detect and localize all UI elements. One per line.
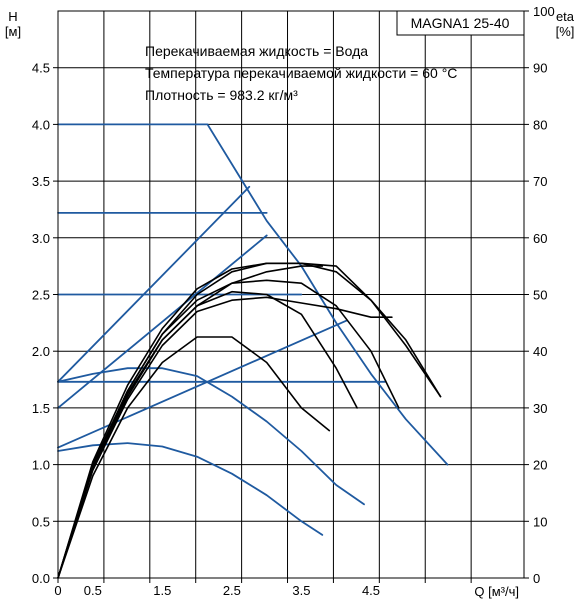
right-axis-label: eta xyxy=(556,9,575,24)
left-tick-label: 4.5 xyxy=(32,61,50,76)
x-axis-label: Q [м³/ч] xyxy=(474,584,519,599)
right-tick-label: 40 xyxy=(533,344,547,359)
x-tick-label: 3.5 xyxy=(292,583,310,598)
left-tick-label: 1.0 xyxy=(32,458,50,473)
right-tick-label: 10 xyxy=(533,514,547,529)
right-tick-label: 50 xyxy=(533,288,547,303)
prop-pressure-line-5 xyxy=(57,234,268,409)
title-box xyxy=(396,10,525,36)
right-axis-unit: [%] xyxy=(556,24,575,39)
left-tick-label: 3.0 xyxy=(32,231,50,246)
right-tick-label: 80 xyxy=(533,117,547,132)
efficiency-line-12 xyxy=(57,336,331,579)
system-head-line-7 xyxy=(57,367,365,506)
left-axis-unit: [м] xyxy=(5,24,21,39)
x-tick-label: 2.5 xyxy=(223,583,241,598)
right-tick-label: 20 xyxy=(533,458,547,473)
left-tick-label: 2.5 xyxy=(32,288,50,303)
efficiency-line-13 xyxy=(57,296,393,579)
chart-title: MAGNA1 25-40 xyxy=(411,15,510,31)
left-axis-label: H xyxy=(8,9,17,24)
right-tick-label: 100 xyxy=(533,4,555,19)
axes: 0.0 0.5 1.0 1.5 2.0 2.5 3.0 3.5 4.0 4.5 0 10 20 30 40 5… xyxy=(32,4,555,598)
x-tick-label: 0 xyxy=(54,583,61,598)
left-tick-label: 4.0 xyxy=(32,117,50,132)
left-tick-label: 0.5 xyxy=(32,514,50,529)
right-tick-label: 90 xyxy=(533,61,547,76)
left-tick-label: 0.0 xyxy=(32,571,50,586)
right-tick-label: 60 xyxy=(533,231,547,246)
right-tick-label: 30 xyxy=(533,401,547,416)
right-tick-label: 70 xyxy=(533,174,547,189)
x-tick-label: 4.5 xyxy=(362,583,380,598)
annotation-fluid: Перекачиваемая жидкость = Вода xyxy=(145,43,368,59)
left-tick-label: 3.5 xyxy=(32,174,50,189)
right-tick-label: 0 xyxy=(533,571,540,586)
series-layer xyxy=(57,123,449,579)
x-tick-label: 0.5 xyxy=(84,583,102,598)
efficiency-line-11 xyxy=(57,290,358,579)
efficiency-line-14 xyxy=(57,262,442,579)
x-tick-label: 1.5 xyxy=(153,583,171,598)
efficiency-line-15 xyxy=(57,265,324,579)
left-tick-label: 2.0 xyxy=(32,344,50,359)
prop-pressure-line-4 xyxy=(57,185,251,383)
prop-pressure-line-6 xyxy=(57,319,348,449)
annotation-density: Плотность = 983.2 кг/м³ xyxy=(145,87,298,103)
left-tick-label: 1.5 xyxy=(32,401,50,416)
annotation-temperature: Температура перекачиваемой жидкости = 60… xyxy=(145,65,457,81)
